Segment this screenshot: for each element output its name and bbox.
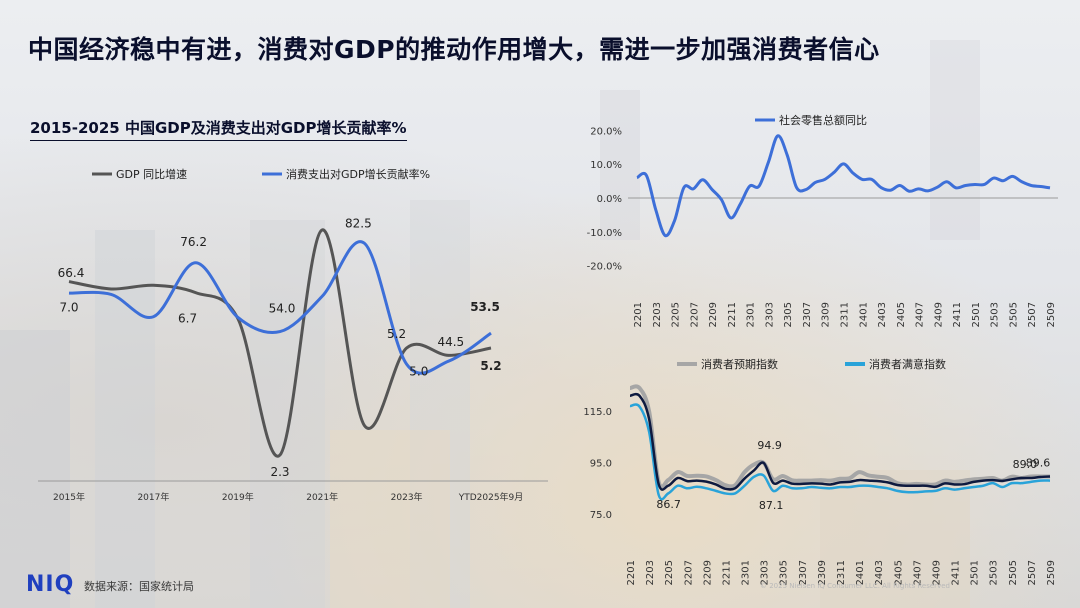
y-tick-label: 10.0% [590, 160, 622, 171]
x-tick-label: 2411 [951, 560, 962, 585]
x-tick-label: 2305 [783, 302, 794, 327]
series-line-consumption [68, 240, 492, 375]
series-line-retail [636, 134, 1051, 238]
x-tick-label: 2405 [893, 560, 904, 585]
y-tick-label: -20.0% [587, 262, 622, 273]
x-tick-label: 2205 [664, 560, 675, 585]
gdp-chart-title: 2015-2025 中国GDP及消费支出对GDP增长贡献率% [30, 117, 407, 141]
x-tick-label: 2403 [874, 560, 885, 585]
data-label: 87.1 [759, 499, 784, 512]
data-label: 53.5 [470, 300, 500, 314]
x-tick-label: 2507 [1027, 560, 1038, 585]
x-tick-label: 2209 [702, 560, 713, 585]
x-tick-label: 2409 [933, 302, 944, 327]
x-tick-label: 2407 [915, 302, 926, 327]
x-tick-label: 2203 [645, 560, 656, 585]
niq-logo: NIQ [26, 572, 75, 597]
data-source-note: 数据来源：国家统计局 [84, 580, 194, 593]
x-tick-label: 2401 [855, 560, 866, 585]
x-tick-label: 2503 [990, 302, 1001, 327]
x-tick-label: 2501 [970, 560, 981, 585]
legend-label-satisfaction: 消费者满意指数 [869, 357, 946, 371]
series-line-gdp [68, 228, 492, 458]
x-tick-label: 2301 [746, 302, 757, 327]
x-tick-label: 2509 [1046, 560, 1057, 585]
x-tick-label: 2307 [802, 302, 813, 327]
x-tick-label: 2023年 [391, 491, 423, 503]
x-tick-label: 2205 [671, 302, 682, 327]
x-tick-label: 2411 [952, 302, 963, 327]
x-tick-label: 2207 [689, 302, 700, 327]
series-line-satisfaction [629, 403, 1051, 501]
x-tick-label: 2201 [626, 560, 637, 585]
x-tick-label: 2509 [1046, 302, 1057, 327]
x-tick-label: 2305 [779, 560, 790, 585]
data-label: 7.0 [59, 301, 78, 315]
y-tick-label: 0.0% [597, 194, 622, 205]
data-label: 44.5 [437, 335, 464, 349]
x-tick-label: 2307 [798, 560, 809, 585]
x-tick-label: 2311 [840, 302, 851, 327]
data-label: 2.3 [270, 465, 289, 479]
x-tick-label: 2505 [1008, 302, 1019, 327]
y-tick-label: -10.0% [587, 228, 622, 239]
x-tick-label: 2503 [989, 560, 1000, 585]
consumer-confidence-chart: 消费者预期指数 消费者满意指数 115.0 95.0 75.0 2201 2203 2205 2… [583, 357, 1057, 585]
x-tick-label: 2505 [1008, 560, 1019, 585]
x-tick-label: 2211 [721, 560, 732, 585]
x-tick-label: 2207 [683, 560, 694, 585]
x-tick-label: 2021年 [306, 491, 338, 503]
gdp-consumption-chart: GDP 同比增速 消费支出对GDP增长贡献率% 2015年 2017年 2019年 202… [38, 167, 548, 503]
copyright-note: © 2025 Nielsen IQ Consumer LLC. All Righ… [760, 582, 950, 590]
data-label: 76.2 [180, 235, 207, 249]
x-tick-label: 2407 [912, 560, 923, 585]
gdp-chart-legend: GDP 同比增速 消费支出对GDP增长贡献率% [92, 167, 430, 181]
x-tick-label: 2201 [633, 302, 644, 327]
x-tick-label: 2501 [971, 302, 982, 327]
legend-label-consumption: 消费支出对GDP增长贡献率% [286, 167, 430, 181]
x-tick-label: 2015年 [53, 491, 85, 503]
slide-title: 中国经济稳中有进，消费对GDP的推动作用增大，需进一步加强消费者信心 [28, 35, 880, 64]
legend-label-gdp: GDP 同比增速 [116, 167, 187, 181]
data-label: 66.4 [58, 266, 85, 280]
data-label: 94.9 [757, 439, 782, 452]
legend-label-expectation: 消费者预期指数 [701, 357, 778, 371]
data-label: 86.7 [656, 498, 681, 511]
x-tick-label: 2019年 [222, 491, 254, 503]
x-tick-label: 2405 [896, 302, 907, 327]
x-tick-label: 2309 [821, 302, 832, 327]
x-tick-label: 2017年 [137, 491, 169, 503]
data-label: 89.6 [1026, 456, 1051, 469]
data-label: 5.0 [409, 364, 428, 378]
data-label: 5.2 [480, 359, 501, 373]
legend-label-retail: 社会零售总额同比 [779, 113, 867, 127]
x-tick-label: 2303 [764, 302, 775, 327]
data-label: 54.0 [269, 302, 296, 316]
x-tick-label: YTD2025年9月 [458, 491, 524, 503]
y-tick-label: 75.0 [590, 510, 612, 521]
data-label: 6.7 [178, 312, 197, 326]
x-tick-label: 2203 [652, 302, 663, 327]
data-label: 5.2 [387, 327, 406, 341]
y-tick-label: 20.0% [590, 126, 622, 137]
x-tick-label: 2401 [858, 302, 869, 327]
retail-sales-chart: 社会零售总额同比 20.0% 10.0% 0.0% -10.0% -20.0% 2201 22… [587, 113, 1058, 327]
x-tick-label: 2309 [817, 560, 828, 585]
series-line-expectation [629, 384, 1050, 489]
y-tick-label: 95.0 [590, 459, 612, 470]
x-tick-label: 2301 [741, 560, 752, 585]
x-tick-label: 2211 [727, 302, 738, 327]
x-tick-label: 2311 [836, 560, 847, 585]
y-tick-label: 115.0 [583, 407, 612, 418]
data-label: 82.5 [345, 216, 372, 230]
x-tick-label: 2303 [760, 560, 771, 585]
x-tick-label: 2507 [1027, 302, 1038, 327]
data-label: 89.0 [1013, 458, 1038, 471]
x-tick-label: 2409 [931, 560, 942, 585]
x-tick-label: 2403 [877, 302, 888, 327]
x-tick-label: 2209 [708, 302, 719, 327]
